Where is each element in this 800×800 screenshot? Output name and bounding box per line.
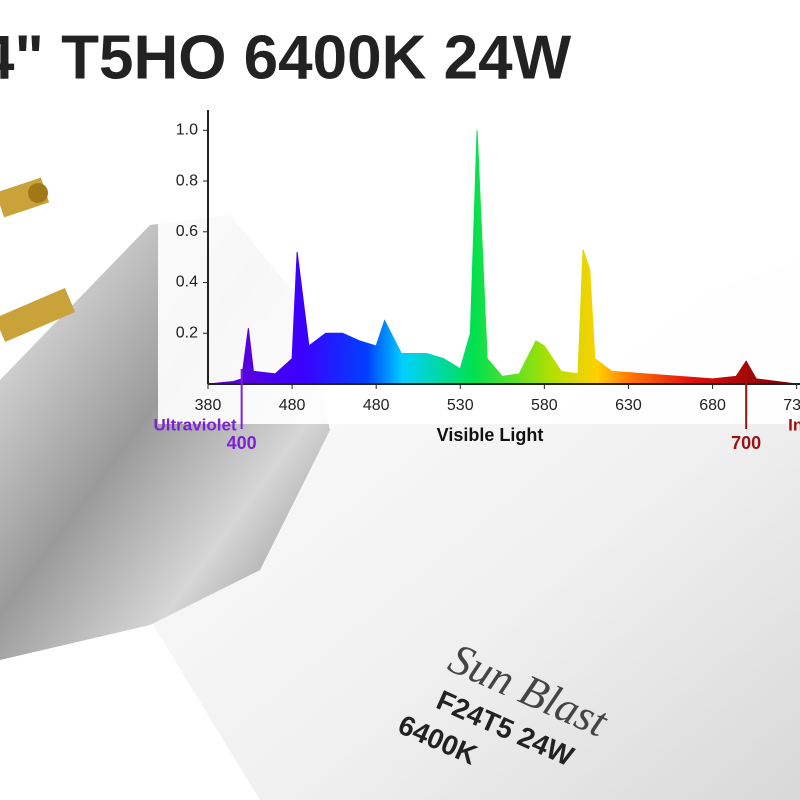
- x-tick-label: 580: [531, 397, 558, 414]
- pin-tip: [28, 183, 48, 203]
- x-tick-label: 380: [195, 397, 222, 414]
- x-tick-label: 480: [363, 397, 390, 414]
- x-tick-label: 530: [447, 397, 474, 414]
- y-tick-label: 0.8: [176, 172, 198, 189]
- y-tick-label: 1.0: [176, 122, 198, 139]
- y-tick-label: 0.2: [176, 324, 198, 341]
- y-tick-label: 0.4: [176, 274, 198, 291]
- x-tick-label: 480: [279, 397, 306, 414]
- spectrum-line: [207, 130, 797, 385]
- pin: [0, 288, 76, 342]
- title: 4" T5HO 6400K 24W: [0, 23, 572, 92]
- marker-label: 700: [731, 433, 761, 453]
- y-tick-label: 0.6: [176, 223, 198, 240]
- annotation: Visible Light: [437, 425, 544, 445]
- marker-label: 400: [227, 433, 257, 453]
- x-tick-label: 630: [615, 397, 642, 414]
- annotation: Ultraviolet: [153, 415, 236, 434]
- x-tick-label: 680: [699, 397, 726, 414]
- annotation: Infrared: [788, 415, 800, 434]
- plot: 0.2 0.4 0.6 0.8 1.0 380 480 480 530 580 630 680 730 4…: [153, 105, 800, 453]
- x-tick-label: 730: [783, 397, 800, 414]
